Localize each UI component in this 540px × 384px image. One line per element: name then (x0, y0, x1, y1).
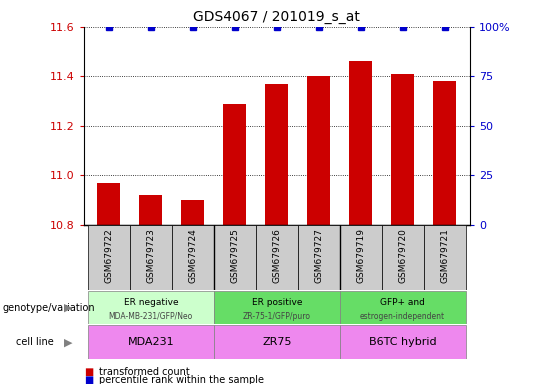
Bar (265, 84, 288, 225)
Bar (382, 225, 424, 290)
Bar (88, 325, 214, 359)
Text: percentile rank within the sample: percentile rank within the sample (99, 375, 264, 384)
Text: MDA-MB-231/GFP/Neo: MDA-MB-231/GFP/Neo (109, 311, 193, 321)
Text: GSM679724: GSM679724 (188, 228, 197, 283)
Text: ZR-75-1/GFP/puro: ZR-75-1/GFP/puro (243, 311, 310, 321)
Text: GSM679721: GSM679721 (440, 228, 449, 283)
Text: ▶: ▶ (64, 337, 72, 347)
Text: ER positive: ER positive (252, 298, 302, 307)
Bar (256, 225, 298, 290)
Text: ER negative: ER negative (124, 298, 178, 307)
Text: GSM679720: GSM679720 (398, 228, 407, 283)
Bar (214, 325, 340, 359)
Text: cell line: cell line (16, 337, 54, 347)
Bar (298, 225, 340, 290)
Bar (88, 225, 130, 290)
Text: GSM679722: GSM679722 (104, 228, 113, 283)
Bar (88, 291, 214, 324)
Text: GSM679727: GSM679727 (314, 228, 323, 283)
Bar (214, 291, 340, 324)
Bar (97, 183, 120, 225)
Bar (340, 325, 465, 359)
Bar (433, 81, 456, 225)
Bar (307, 76, 330, 225)
Text: transformed count: transformed count (99, 367, 190, 377)
Text: ■: ■ (84, 367, 93, 377)
Text: GFP+ and: GFP+ and (380, 298, 425, 307)
Text: GSM679723: GSM679723 (146, 228, 156, 283)
Bar (181, 200, 204, 225)
Text: genotype/variation: genotype/variation (3, 303, 96, 313)
Bar (391, 74, 414, 225)
Bar (424, 225, 465, 290)
Bar (340, 291, 465, 324)
Bar (340, 225, 382, 290)
Text: ▶: ▶ (64, 303, 72, 313)
Bar (214, 225, 256, 290)
Text: GSM679726: GSM679726 (272, 228, 281, 283)
Bar (172, 225, 214, 290)
Text: ■: ■ (84, 375, 93, 384)
Text: GSM679719: GSM679719 (356, 228, 365, 283)
Title: GDS4067 / 201019_s_at: GDS4067 / 201019_s_at (193, 10, 360, 25)
Bar (223, 104, 246, 225)
Text: ZR75: ZR75 (262, 337, 292, 347)
Text: estrogen-independent: estrogen-independent (360, 311, 445, 321)
Bar (139, 195, 163, 225)
Text: MDA231: MDA231 (127, 337, 174, 347)
Text: B6TC hybrid: B6TC hybrid (369, 337, 436, 347)
Text: GSM679725: GSM679725 (230, 228, 239, 283)
Bar (349, 61, 372, 225)
Bar (130, 225, 172, 290)
